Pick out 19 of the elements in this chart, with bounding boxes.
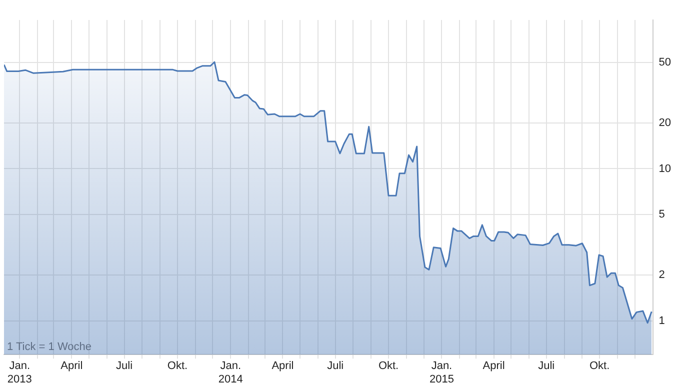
x-tick-label: Juli	[327, 360, 344, 372]
x-tick-label: Okt.	[167, 360, 188, 372]
x-tick-label: April	[60, 360, 83, 372]
x-tick-label: Jan. 2013	[7, 360, 32, 386]
x-tick-label: Jan. 2015	[429, 360, 454, 386]
y-tick-label: 5	[658, 208, 665, 221]
y-tick-label: 2	[658, 269, 665, 282]
x-tick-label: Okt.	[589, 360, 610, 372]
x-tick-label: April	[272, 360, 294, 372]
annotation: 1 Tick = 1 Woche	[7, 341, 92, 354]
x-tick-label: Jan. 2014	[218, 360, 243, 386]
y-tick-label: 50	[658, 56, 672, 68]
x-tick-label: Okt.	[378, 360, 399, 372]
y-tick-label: 20	[658, 116, 672, 129]
x-tick-label: Juli	[116, 360, 133, 372]
y-tick-label: 10	[658, 162, 672, 175]
x-tick-label: April	[482, 360, 505, 372]
x-tick-label: Juli	[538, 360, 555, 372]
y-tick-label: 1	[658, 314, 665, 327]
